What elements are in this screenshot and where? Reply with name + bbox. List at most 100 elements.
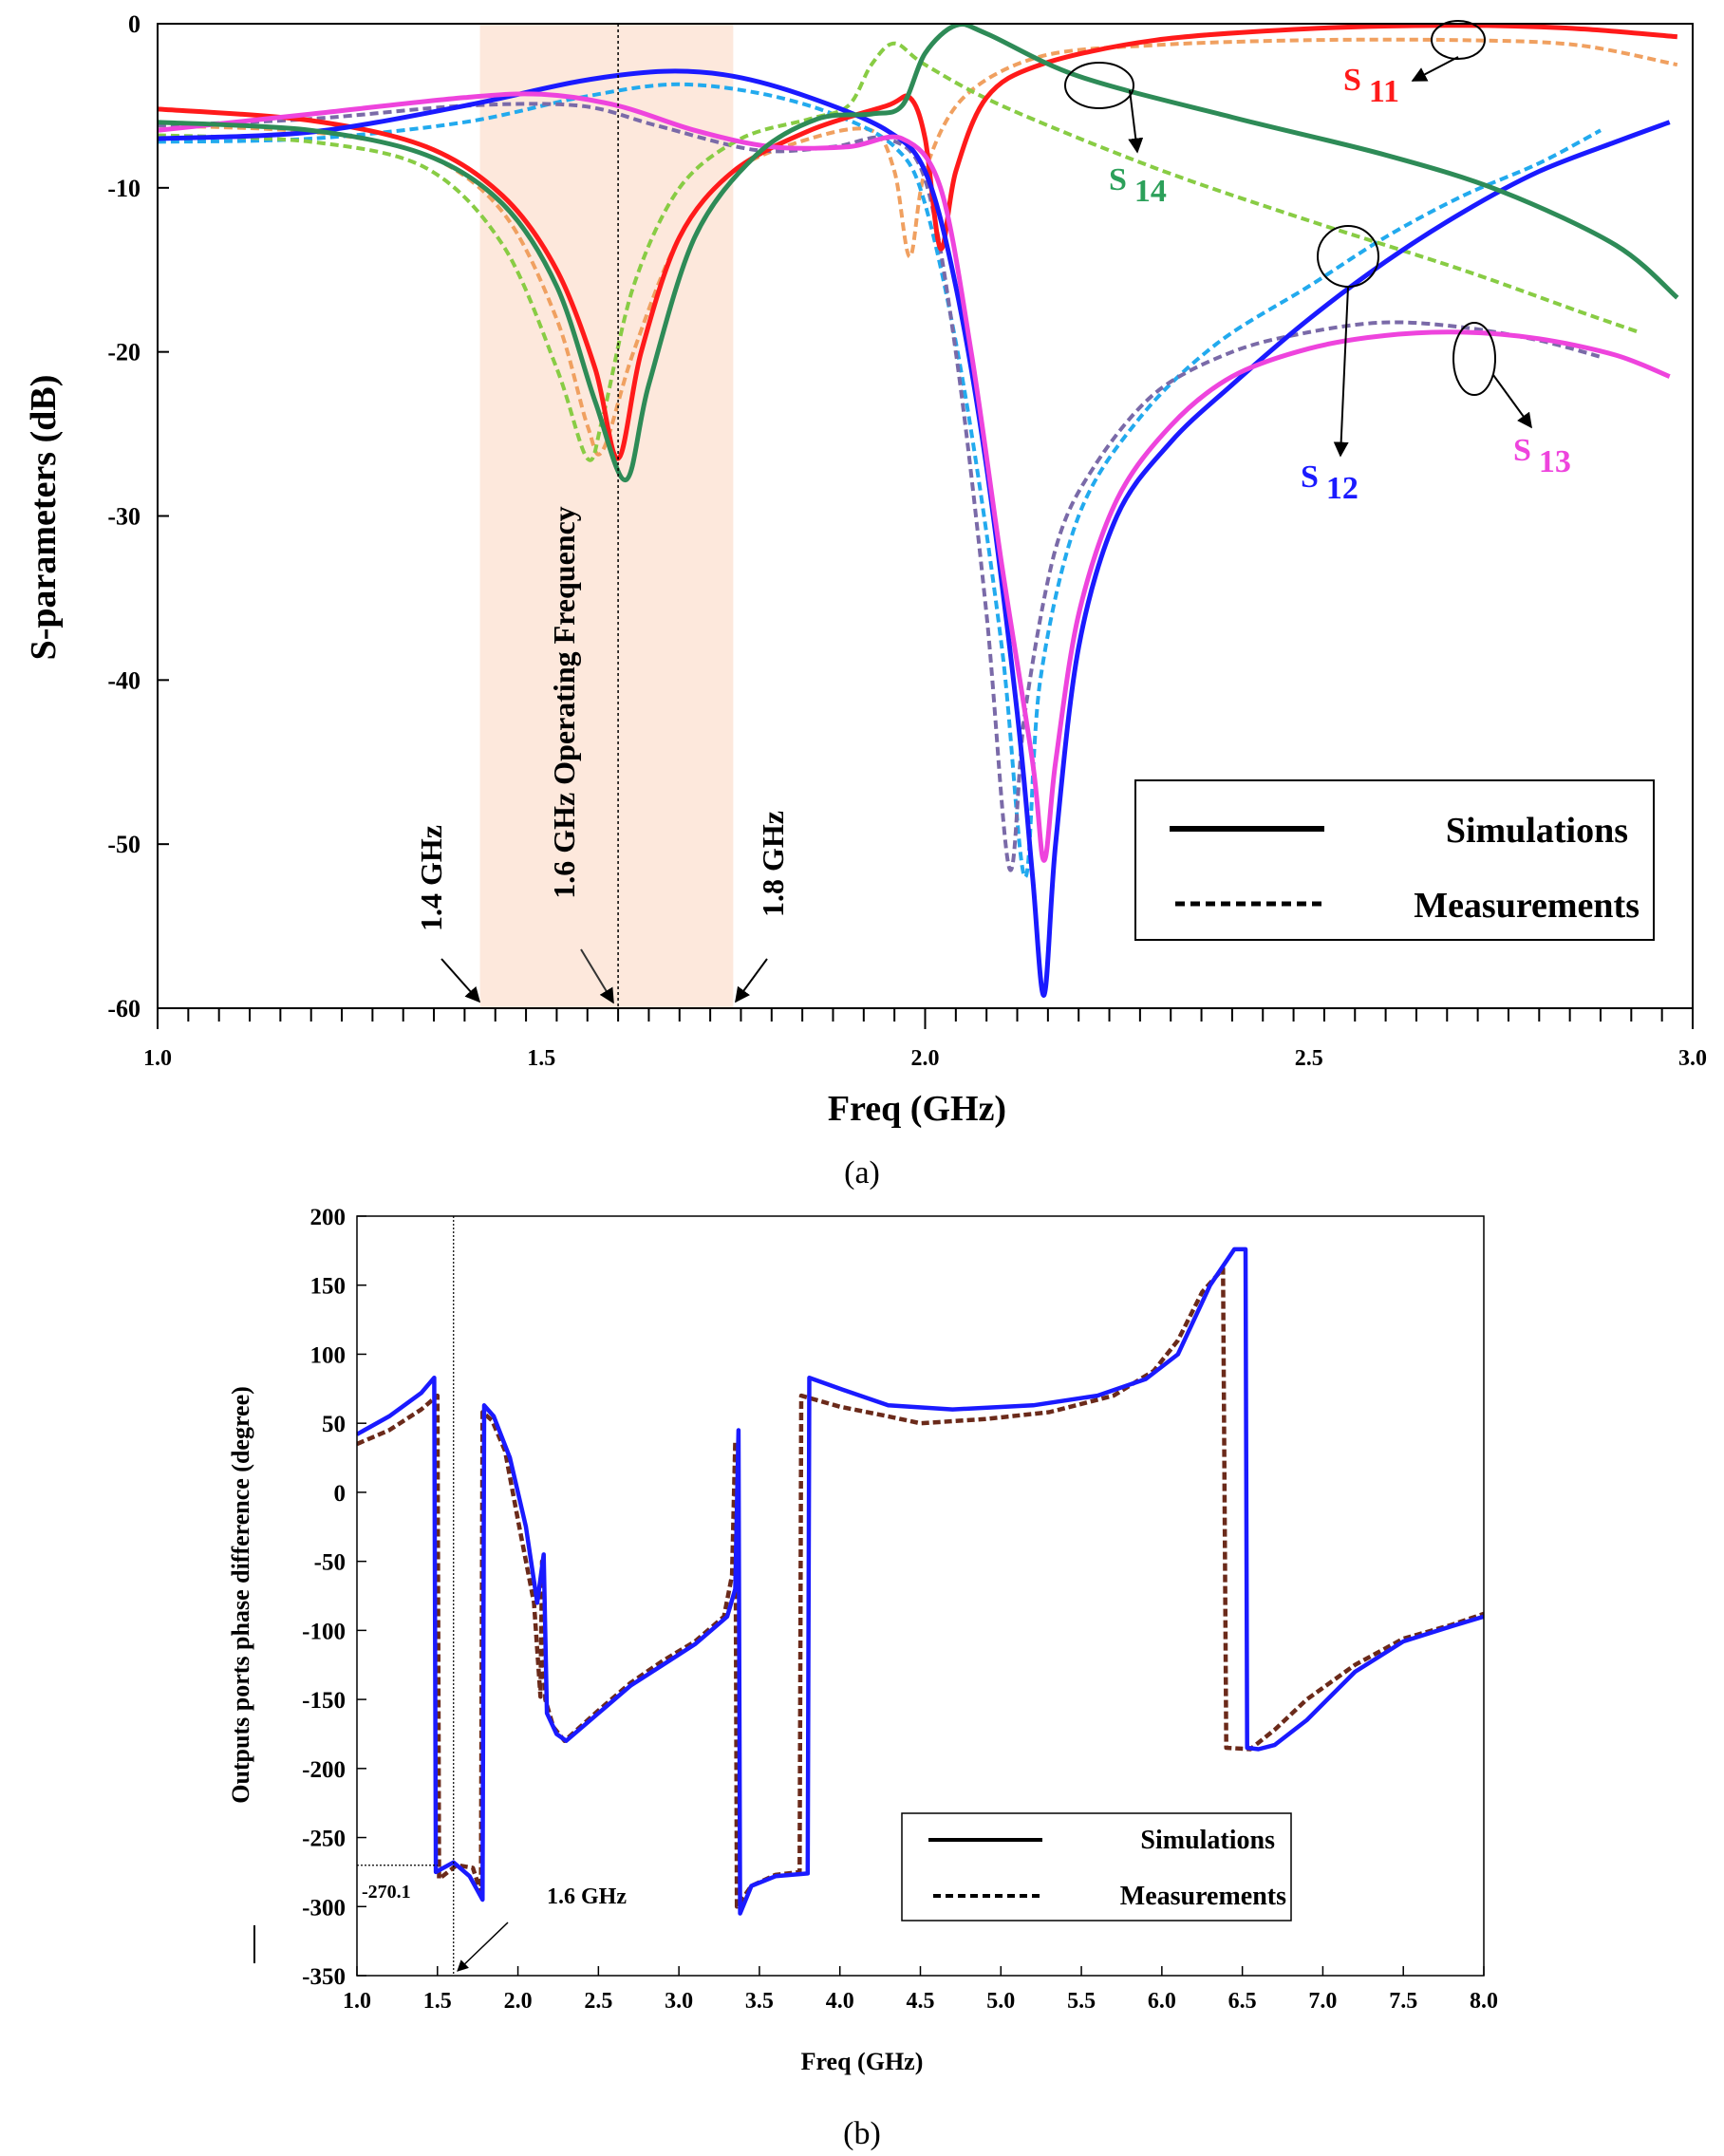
x-tick-label: 4.0 xyxy=(826,1989,854,2014)
y-tick-label: -50 xyxy=(314,1550,346,1576)
s13-label: S 13 xyxy=(1513,433,1571,479)
s14-marker-ellipse xyxy=(1064,62,1134,109)
operating-band-shading xyxy=(479,24,734,1008)
x-tick-label: 2.5 xyxy=(1295,1046,1323,1071)
panel-b-y-ticks: 200 150 100 50 0 -50 -100 -150 -200 -250 -300 -350 xyxy=(302,1205,366,1990)
panel-b-marker-y-label: -270.1 xyxy=(362,1882,411,1903)
annotation-1-8-ghz: 1.8 GHz xyxy=(756,811,790,917)
panel-a-y-axis-label: S-parameters (dB) xyxy=(24,375,64,661)
y-tick-label: 50 xyxy=(322,1412,346,1437)
s12-label: S 12 xyxy=(1301,459,1359,506)
x-tick-label: 4.5 xyxy=(907,1989,935,2014)
panel-b-series xyxy=(357,1247,1484,1916)
panel-b-x-ticks: 1.0 1.5 2.0 2.5 3.0 3.5 4.0 4.5 5.0 5.5 6.0 6.5 7.0 7… xyxy=(343,1966,1498,2014)
panel-a-legend-simulations: Simulations xyxy=(1446,811,1628,851)
series-phase-measurements xyxy=(357,1266,1484,1909)
y-tick-label: -30 xyxy=(107,503,141,531)
y-tick-label: 150 xyxy=(310,1274,347,1300)
s11-label-main: S xyxy=(1343,63,1361,98)
x-tick-label: 1.0 xyxy=(343,1989,371,2014)
panel-b-y-axis-label: Outputs ports phase difference (degree) xyxy=(227,1386,254,1804)
series-s13-simulated xyxy=(158,91,1671,863)
s11-arrow xyxy=(1411,56,1459,82)
panel-a-legend: Simulations Measurements xyxy=(1134,779,1655,941)
x-tick-label: 3.5 xyxy=(745,1989,774,2014)
series-s11-measured xyxy=(158,37,1678,457)
panel-b-legend-simulations: Simulations xyxy=(1140,1826,1275,1855)
s13-label-sub: 13 xyxy=(1539,444,1571,479)
y-tick-label: -40 xyxy=(107,666,141,694)
x-tick-label: 5.0 xyxy=(986,1989,1015,2014)
x-tick-label: 6.5 xyxy=(1228,1989,1257,2014)
y-tick-label: -20 xyxy=(107,339,141,366)
panel-b-phase-chart: 1.0 1.5 2.0 2.5 3.0 3.5 4.0 4.5 5.0 5.5 6.0 6.5 7.0 7… xyxy=(227,1205,1498,2151)
x-tick-label: 2.0 xyxy=(504,1989,533,2014)
s11-label-sub: 11 xyxy=(1369,74,1399,109)
panel-a-label: (a) xyxy=(844,1155,880,1190)
s14-arrow xyxy=(1128,89,1144,154)
x-tick-label: 7.0 xyxy=(1308,1989,1337,2014)
y-tick-label: -150 xyxy=(302,1688,346,1714)
series-s13-measured xyxy=(158,102,1602,872)
panel-b-legend-box xyxy=(901,1812,1292,1922)
s13-arrow xyxy=(1492,374,1532,429)
y-tick-label: -250 xyxy=(302,1827,346,1852)
x-tick-label: 2.5 xyxy=(584,1989,612,2014)
y-tick-label: -300 xyxy=(302,1895,346,1921)
panel-b-legend: Simulations Measurements xyxy=(901,1812,1292,1922)
s12-arrow xyxy=(1333,286,1349,458)
series-phase-simulations xyxy=(357,1247,1484,1916)
y-tick-label: 200 xyxy=(310,1205,347,1230)
panel-b-x-axis-label: Freq (GHz) xyxy=(801,2048,924,2075)
x-tick-label: 6.0 xyxy=(1148,1989,1176,2014)
x-tick-label: 3.0 xyxy=(665,1989,693,2014)
s12-label-sub: 12 xyxy=(1326,471,1359,506)
y-tick-label: -100 xyxy=(302,1619,346,1644)
x-tick-label: 2.0 xyxy=(911,1046,940,1071)
y-tick-label: -10 xyxy=(107,175,141,202)
s11-label: S 11 xyxy=(1343,63,1399,109)
x-tick-label: 5.5 xyxy=(1067,1989,1096,2014)
s11-marker-ellipse xyxy=(1431,20,1486,60)
panel-b-marker-x-label: 1.6 GHz xyxy=(547,1884,627,1909)
y-tick-label: -200 xyxy=(302,1757,346,1783)
series-s12-measured xyxy=(158,82,1602,879)
panel-a-y-ticks: 0 -10 -20 -30 -40 -50 -60 xyxy=(107,10,169,1022)
s13-marker-ellipse xyxy=(1452,322,1496,396)
x-tick-label: 1.0 xyxy=(143,1046,172,1071)
s12-marker-ellipse xyxy=(1317,225,1379,288)
x-tick-label: 1.5 xyxy=(423,1989,452,2014)
y-tick-label: 100 xyxy=(310,1342,347,1368)
s14-label-sub: 14 xyxy=(1134,174,1167,209)
s14-label: S 14 xyxy=(1109,162,1167,209)
series-s14-measured xyxy=(158,41,1640,462)
y-tick-label: -50 xyxy=(107,831,141,858)
annotation-1-4-ghz: 1.4 GHz xyxy=(414,825,448,931)
arrow-1-8-ghz xyxy=(735,958,768,1003)
annotation-1-6-ghz-operating: 1.6 GHz Operating Frequency xyxy=(547,506,581,899)
s13-label-main: S xyxy=(1513,433,1531,468)
x-tick-label: 1.5 xyxy=(527,1046,555,1071)
arrow-1-6-ghz xyxy=(580,948,614,1004)
y-tick-label: 0 xyxy=(334,1481,347,1507)
panel-b-marker-arrow xyxy=(457,1922,509,1972)
x-tick-label: 3.0 xyxy=(1678,1046,1707,1071)
panel-b-label: (b) xyxy=(843,2116,881,2151)
panel-a-series xyxy=(158,24,1679,998)
s12-label-main: S xyxy=(1301,459,1319,495)
arrow-1-4-ghz xyxy=(440,958,481,1003)
y-tick-label: 0 xyxy=(128,10,141,38)
y-tick-label: -350 xyxy=(302,1964,346,1990)
y-tick-label: -60 xyxy=(107,995,141,1022)
series-s11-simulated xyxy=(158,24,1678,461)
panel-b-legend-measurements: Measurements xyxy=(1120,1882,1286,1911)
panel-a-x-ticks: 1.0 1.5 2.0 2.5 3.0 xyxy=(143,1008,1707,1071)
x-tick-label: 7.5 xyxy=(1389,1989,1417,2014)
panel-a-sparameters-chart: 1.0 1.5 2.0 2.5 3.0 0 -10 -20 -30 -40 -50 -60 Freq… xyxy=(24,10,1707,1190)
series-s12-simulated xyxy=(158,68,1671,998)
panel-a-legend-box xyxy=(1134,779,1655,941)
s14-label-main: S xyxy=(1109,162,1127,197)
series-s14-simulated xyxy=(158,24,1679,482)
panel-a-legend-measurements: Measurements xyxy=(1414,886,1640,926)
